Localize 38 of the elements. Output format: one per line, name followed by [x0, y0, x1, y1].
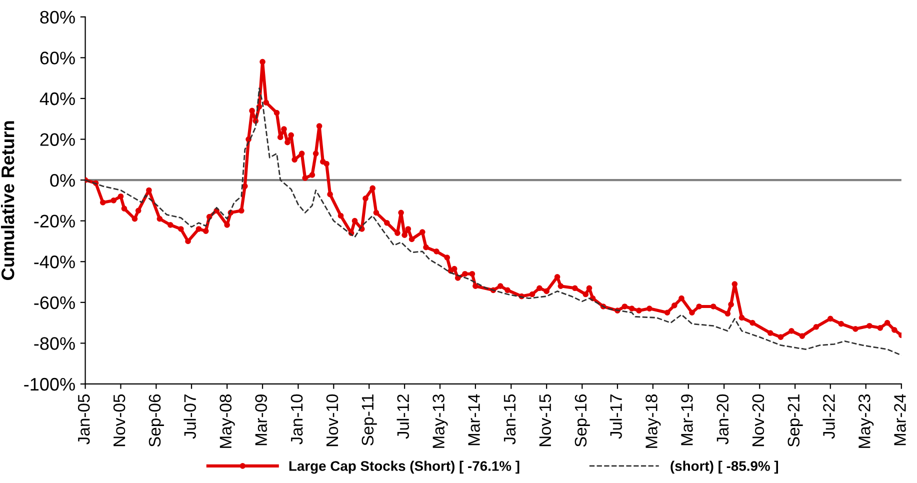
y-tick-label: -20%: [34, 214, 75, 228]
x-tick-label: Jul-12: [396, 394, 410, 439]
y-tick-label: 40%: [40, 92, 75, 106]
y-axis-title: Cumulative Return: [0, 121, 14, 280]
x-tick-label: Jan-20: [716, 394, 729, 444]
y-tick-label: -80%: [34, 337, 75, 350]
y-tick-label: 0%: [50, 174, 75, 187]
x-tick-label: May-18: [646, 394, 661, 448]
x-tick-label: Nov-15: [539, 394, 552, 446]
x-tick-label: Jul-17: [610, 394, 622, 439]
x-tick-label: Mar-24: [894, 394, 906, 446]
x-tick-label: Mar-09: [255, 394, 267, 446]
x-tick-label: Sep-06: [148, 394, 164, 447]
x-tick-label: Nov-05: [113, 394, 126, 446]
x-tick-label: Jan-05: [78, 394, 90, 444]
x-tick-label: Jul-22: [822, 394, 835, 439]
x-tick-label: Jul-07: [184, 394, 196, 439]
y-tick-label: 80%: [40, 10, 75, 24]
x-tick-label: Sep-11: [362, 394, 377, 446]
x-tick-label: Nov-10: [326, 394, 338, 446]
x-tick-label: Sep-21: [788, 394, 803, 447]
x-tick-label: Nov-20: [752, 394, 764, 446]
legend-label: Large Cap Stocks (Short) [ -76.1% ]: [289, 460, 520, 474]
y-tick-label: -40%: [34, 256, 75, 268]
y-tick-label: -100%: [24, 378, 75, 391]
y-tick-label: -60%: [34, 296, 75, 310]
x-tick-label: Mar-14: [468, 394, 480, 446]
x-tick-label: Sep-16: [574, 394, 590, 447]
line-series: [85, 88, 902, 356]
x-tick-label: May-23: [858, 394, 874, 448]
x-tick-label: May-08: [220, 394, 235, 448]
x-tick-label: May-13: [432, 394, 448, 448]
legend-label: (short) [ -85.9% ]: [670, 460, 778, 474]
y-tick-label: 60%: [40, 52, 75, 64]
x-tick-label: Jan-15: [504, 394, 516, 444]
x-tick-label: Jan-10: [290, 394, 303, 444]
y-tick-label: 20%: [40, 133, 75, 146]
x-tick-label: Mar-19: [681, 394, 693, 446]
